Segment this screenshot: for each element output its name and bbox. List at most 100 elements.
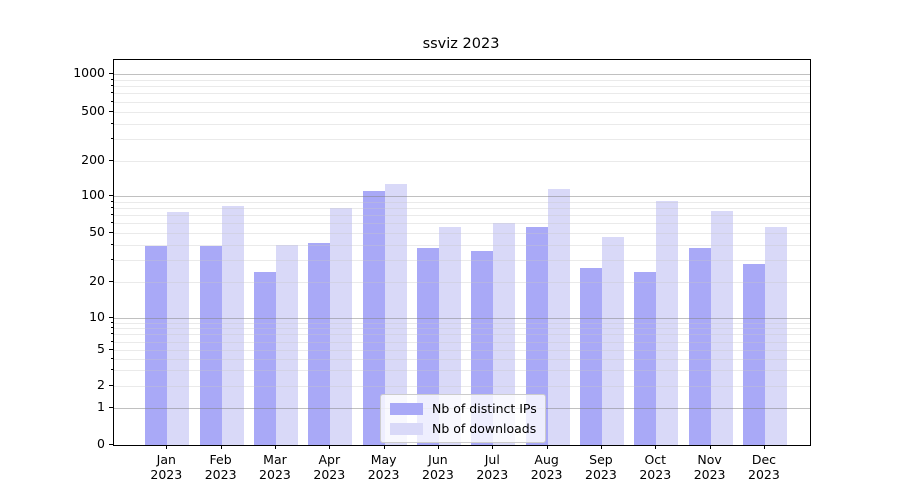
bar-distinct-ips bbox=[525, 227, 548, 445]
x-tick-label: Nov 2023 bbox=[693, 452, 726, 482]
x-tick-mark bbox=[709, 445, 711, 449]
y-tick-label: 10 bbox=[89, 308, 105, 324]
y-minor-tick-mark bbox=[111, 92, 113, 94]
y-tick-mark bbox=[109, 444, 113, 445]
gridline-minor bbox=[114, 161, 810, 162]
x-tick-label: Jun 2023 bbox=[422, 452, 454, 482]
chart-title: ssviz 2023 bbox=[422, 36, 500, 52]
bar-downloads bbox=[221, 206, 244, 445]
bar-downloads bbox=[764, 227, 787, 445]
y-tick-label: 0 bbox=[97, 436, 105, 451]
x-tick-mark bbox=[600, 445, 602, 449]
x-tick-mark bbox=[166, 445, 168, 449]
y-minor-tick-mark bbox=[111, 138, 113, 140]
y-minor-tick-mark bbox=[111, 207, 113, 208]
bar-downloads bbox=[275, 245, 298, 445]
bar-downloads bbox=[384, 183, 407, 445]
x-tick-mark bbox=[383, 445, 385, 449]
y-minor-tick-mark bbox=[111, 321, 113, 323]
plot-area bbox=[113, 59, 811, 446]
gridline-minor bbox=[114, 215, 810, 217]
y-minor-tick-mark bbox=[111, 259, 113, 261]
bar-distinct-ips bbox=[145, 246, 168, 445]
y-tick-label: 500 bbox=[81, 103, 105, 118]
y-minor-tick-mark bbox=[111, 369, 113, 371]
y-minor-tick-mark bbox=[111, 100, 113, 102]
x-tick-mark bbox=[437, 445, 439, 449]
y-tick-mark bbox=[109, 385, 113, 386]
gridline-minor bbox=[114, 233, 810, 235]
bar-downloads bbox=[710, 211, 733, 445]
bar-distinct-ips bbox=[199, 246, 222, 445]
x-tick-label: Jan 2023 bbox=[150, 452, 183, 482]
gridline-minor bbox=[114, 201, 810, 203]
y-minor-tick-mark bbox=[111, 78, 113, 80]
y-tick-label: 20 bbox=[89, 272, 105, 288]
x-tick-label: May 2023 bbox=[367, 452, 400, 482]
legend-label-downloads: Nb of downloads bbox=[432, 421, 537, 436]
y-minor-tick-mark bbox=[111, 214, 113, 216]
x-tick-mark bbox=[763, 445, 765, 449]
bar-distinct-ips bbox=[742, 263, 765, 445]
gridline-minor bbox=[114, 112, 810, 113]
y-minor-tick-mark bbox=[111, 85, 113, 87]
x-tick-label: Aug 2023 bbox=[530, 452, 563, 482]
gridline-minor bbox=[114, 223, 810, 225]
y-tick-label: 50 bbox=[89, 224, 105, 240]
bar-downloads bbox=[493, 222, 516, 445]
x-tick-label: Jul 2023 bbox=[476, 452, 509, 482]
x-tick-mark bbox=[274, 445, 276, 449]
y-minor-tick-mark bbox=[111, 244, 113, 246]
x-tick-label: Apr 2023 bbox=[313, 452, 346, 482]
y-tick-mark bbox=[109, 280, 113, 282]
legend: Nb of distinct IPs Nb of downloads bbox=[380, 394, 546, 443]
gridline-minor bbox=[114, 101, 810, 103]
legend-row-distinct-ips: Nb of distinct IPs bbox=[390, 401, 537, 416]
y-tick-mark bbox=[109, 316, 113, 318]
y-minor-tick-mark bbox=[111, 200, 113, 202]
gridline-major bbox=[114, 196, 810, 197]
y-tick-mark bbox=[109, 195, 113, 196]
y-tick-label: 5 bbox=[97, 341, 105, 357]
bar-downloads bbox=[547, 188, 570, 445]
y-tick-label: 2 bbox=[97, 377, 105, 392]
gridline-minor bbox=[114, 86, 810, 88]
bar-distinct-ips bbox=[579, 267, 602, 445]
y-tick-mark bbox=[109, 349, 113, 351]
y-tick-mark bbox=[109, 72, 113, 74]
y-tick-mark bbox=[109, 111, 113, 112]
bar-downloads bbox=[167, 212, 190, 445]
bar-downloads bbox=[601, 236, 624, 445]
legend-row-downloads: Nb of downloads bbox=[390, 421, 537, 436]
y-minor-tick-mark bbox=[111, 222, 113, 224]
x-tick-mark bbox=[546, 445, 548, 449]
gridline-minor bbox=[114, 123, 810, 125]
y-tick-label: 1000 bbox=[73, 64, 105, 80]
bar-distinct-ips bbox=[308, 242, 331, 445]
gridline-major bbox=[114, 73, 810, 75]
bar-distinct-ips bbox=[634, 272, 657, 445]
legend-swatch-downloads bbox=[390, 422, 423, 435]
x-tick-mark bbox=[329, 445, 331, 449]
y-tick-label: 200 bbox=[81, 152, 105, 167]
y-tick-mark bbox=[109, 407, 113, 409]
y-tick-mark bbox=[109, 232, 113, 234]
gridline-minor bbox=[114, 93, 810, 95]
bar-distinct-ips bbox=[253, 272, 276, 445]
y-tick-mark bbox=[109, 160, 113, 161]
gridline-minor bbox=[114, 208, 810, 209]
legend-swatch-distinct-ips bbox=[390, 402, 423, 415]
y-minor-tick-mark bbox=[111, 340, 113, 342]
y-minor-tick-mark bbox=[111, 333, 113, 335]
x-tick-label: Sep 2023 bbox=[585, 452, 617, 482]
x-tick-label: Dec 2023 bbox=[748, 452, 780, 482]
x-tick-mark bbox=[492, 445, 494, 449]
y-tick-label: 1 bbox=[97, 399, 105, 415]
bar-downloads bbox=[330, 208, 353, 445]
x-tick-label: Feb 2023 bbox=[204, 452, 237, 482]
gridline-minor bbox=[114, 139, 810, 141]
bar-downloads bbox=[656, 201, 679, 445]
x-tick-mark bbox=[220, 445, 222, 449]
y-minor-tick-mark bbox=[111, 327, 113, 329]
